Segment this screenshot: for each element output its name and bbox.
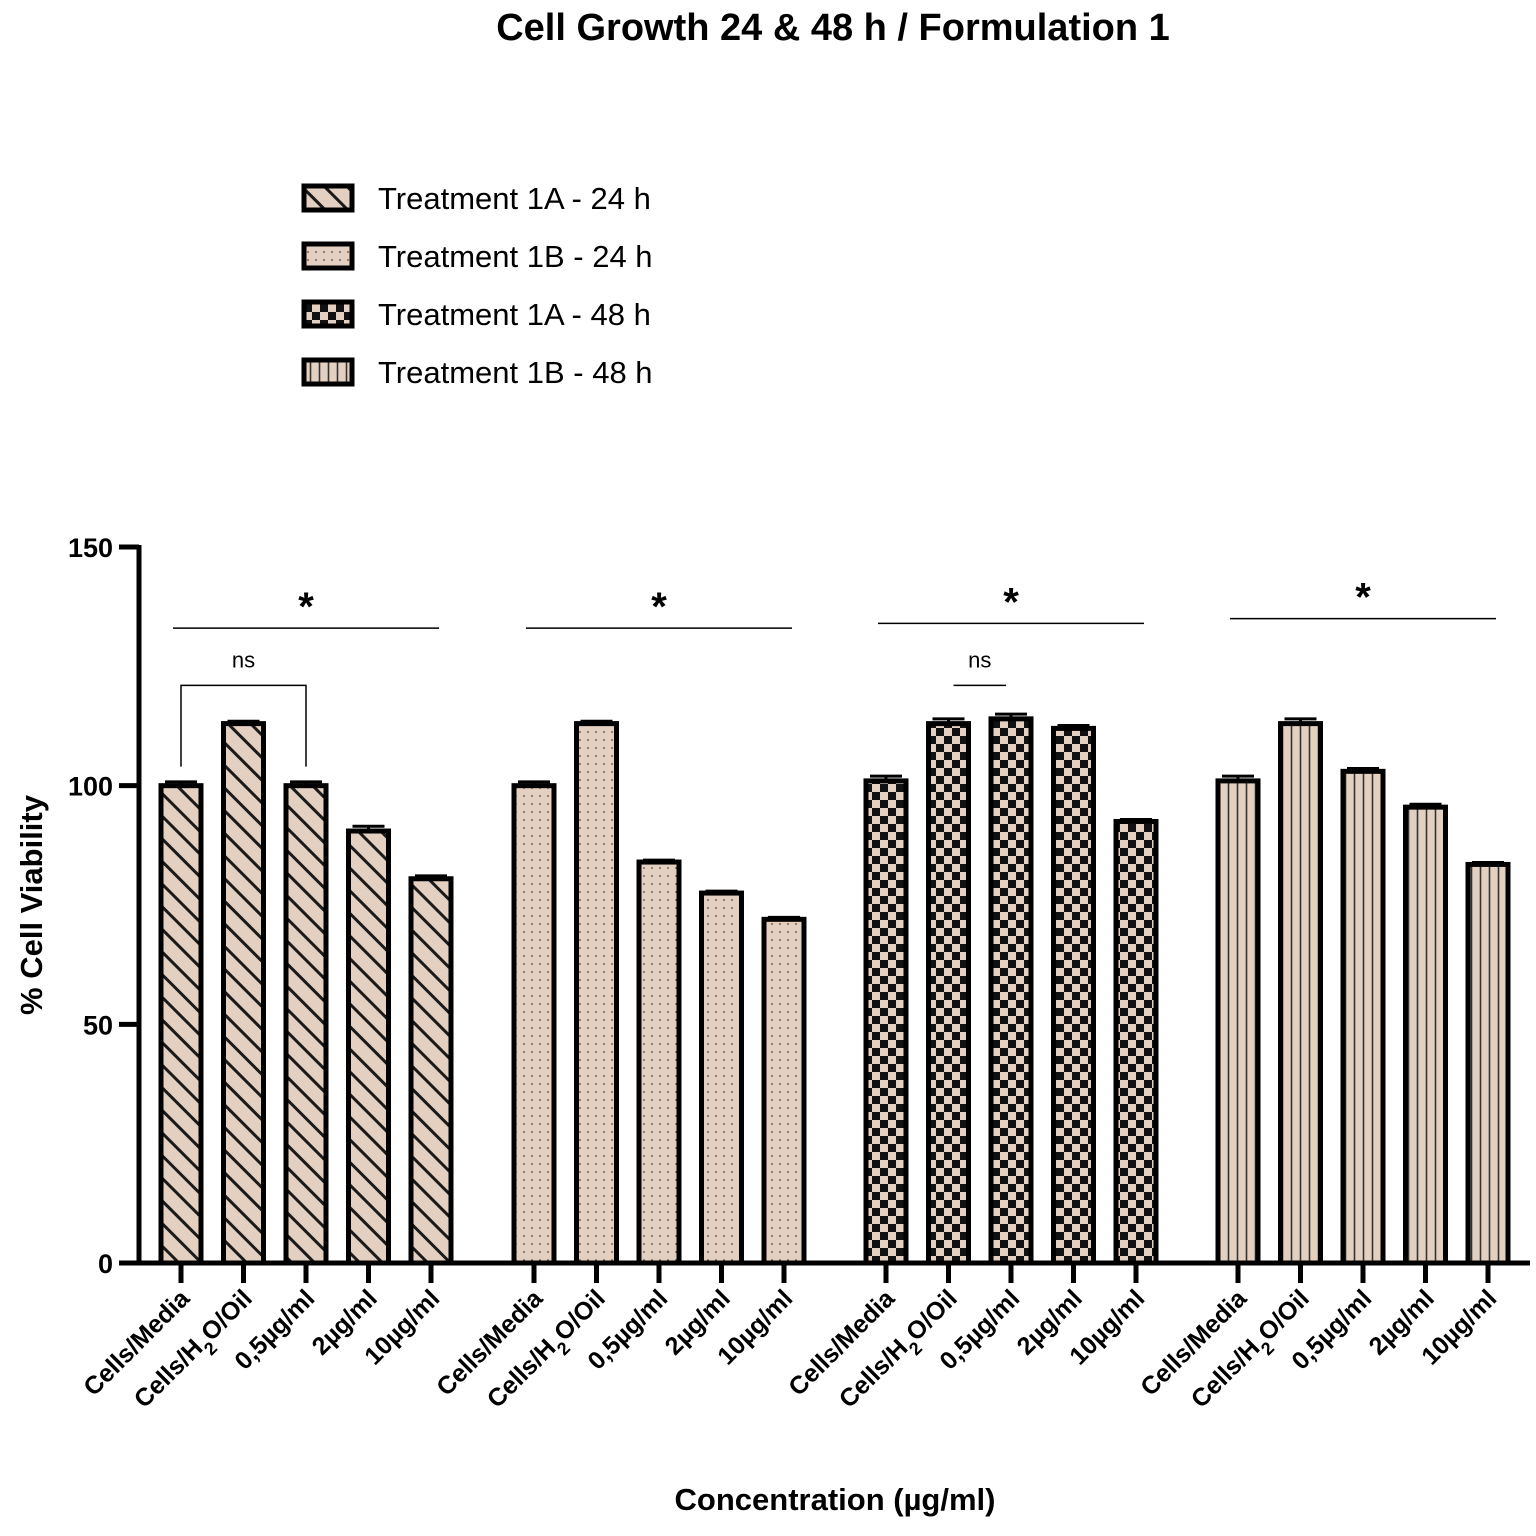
y-tick-label: 100	[68, 772, 113, 802]
bar	[408, 876, 454, 1266]
bar	[988, 716, 1034, 1266]
legend-label: Treatment 1B - 24 h	[378, 239, 653, 274]
bar	[1113, 818, 1159, 1266]
bar	[1051, 725, 1096, 1266]
category-label: Cells/Media	[783, 1284, 901, 1402]
legend-label: Treatment 1A - 24 h	[378, 181, 651, 216]
x-axis-title: Concentration (µg/ml)	[675, 1482, 996, 1517]
bar	[636, 859, 682, 1266]
bar	[346, 828, 391, 1266]
significance-star: *	[651, 585, 667, 629]
y-axis-title: % Cell Viability	[14, 794, 49, 1015]
bar	[283, 783, 329, 1266]
significance-star: *	[1355, 576, 1371, 620]
bar	[1403, 804, 1448, 1266]
legend-swatch	[301, 183, 355, 213]
bar	[761, 916, 807, 1266]
bar	[1465, 861, 1511, 1266]
bar	[511, 783, 557, 1266]
bar	[1215, 778, 1261, 1266]
legend-swatch	[301, 299, 355, 329]
significance-star: *	[1003, 580, 1019, 624]
ns-label: ns	[232, 647, 255, 672]
bar	[863, 778, 909, 1266]
legend: Treatment 1A - 24 h Treatment 1B - 24 h Tr…	[301, 181, 653, 390]
bar	[158, 783, 204, 1266]
y-tick-label: 50	[83, 1010, 113, 1040]
bar	[699, 890, 744, 1266]
y-tick-label: 150	[68, 533, 113, 563]
bar	[574, 721, 619, 1266]
legend-swatch	[301, 357, 355, 387]
chart-title: Cell Growth 24 & 48 h / Formulation 1	[496, 7, 1170, 49]
legend-label: Treatment 1B - 48 h	[378, 355, 653, 390]
legend-swatch	[301, 241, 355, 271]
ns-bracket	[180, 684, 307, 767]
category-label: Cells/Media	[431, 1284, 549, 1402]
legend-label: Treatment 1A - 48 h	[378, 297, 651, 332]
bar	[926, 721, 971, 1266]
category-label: Cells/Media	[1135, 1284, 1253, 1402]
bar	[221, 721, 266, 1266]
significance-annotations: * ns * * ns *	[173, 576, 1496, 767]
category-labels: Cells/MediaCells/H2O/Oil0,5µg/ml2µg/ml10…	[78, 1284, 1502, 1419]
category-label: Cells/Media	[78, 1284, 196, 1402]
significance-star: *	[298, 585, 314, 629]
y-tick-label: 0	[98, 1249, 113, 1279]
bar	[1278, 721, 1323, 1266]
bars	[158, 712, 1511, 1266]
bar	[1340, 768, 1386, 1266]
ns-label: ns	[968, 647, 991, 672]
